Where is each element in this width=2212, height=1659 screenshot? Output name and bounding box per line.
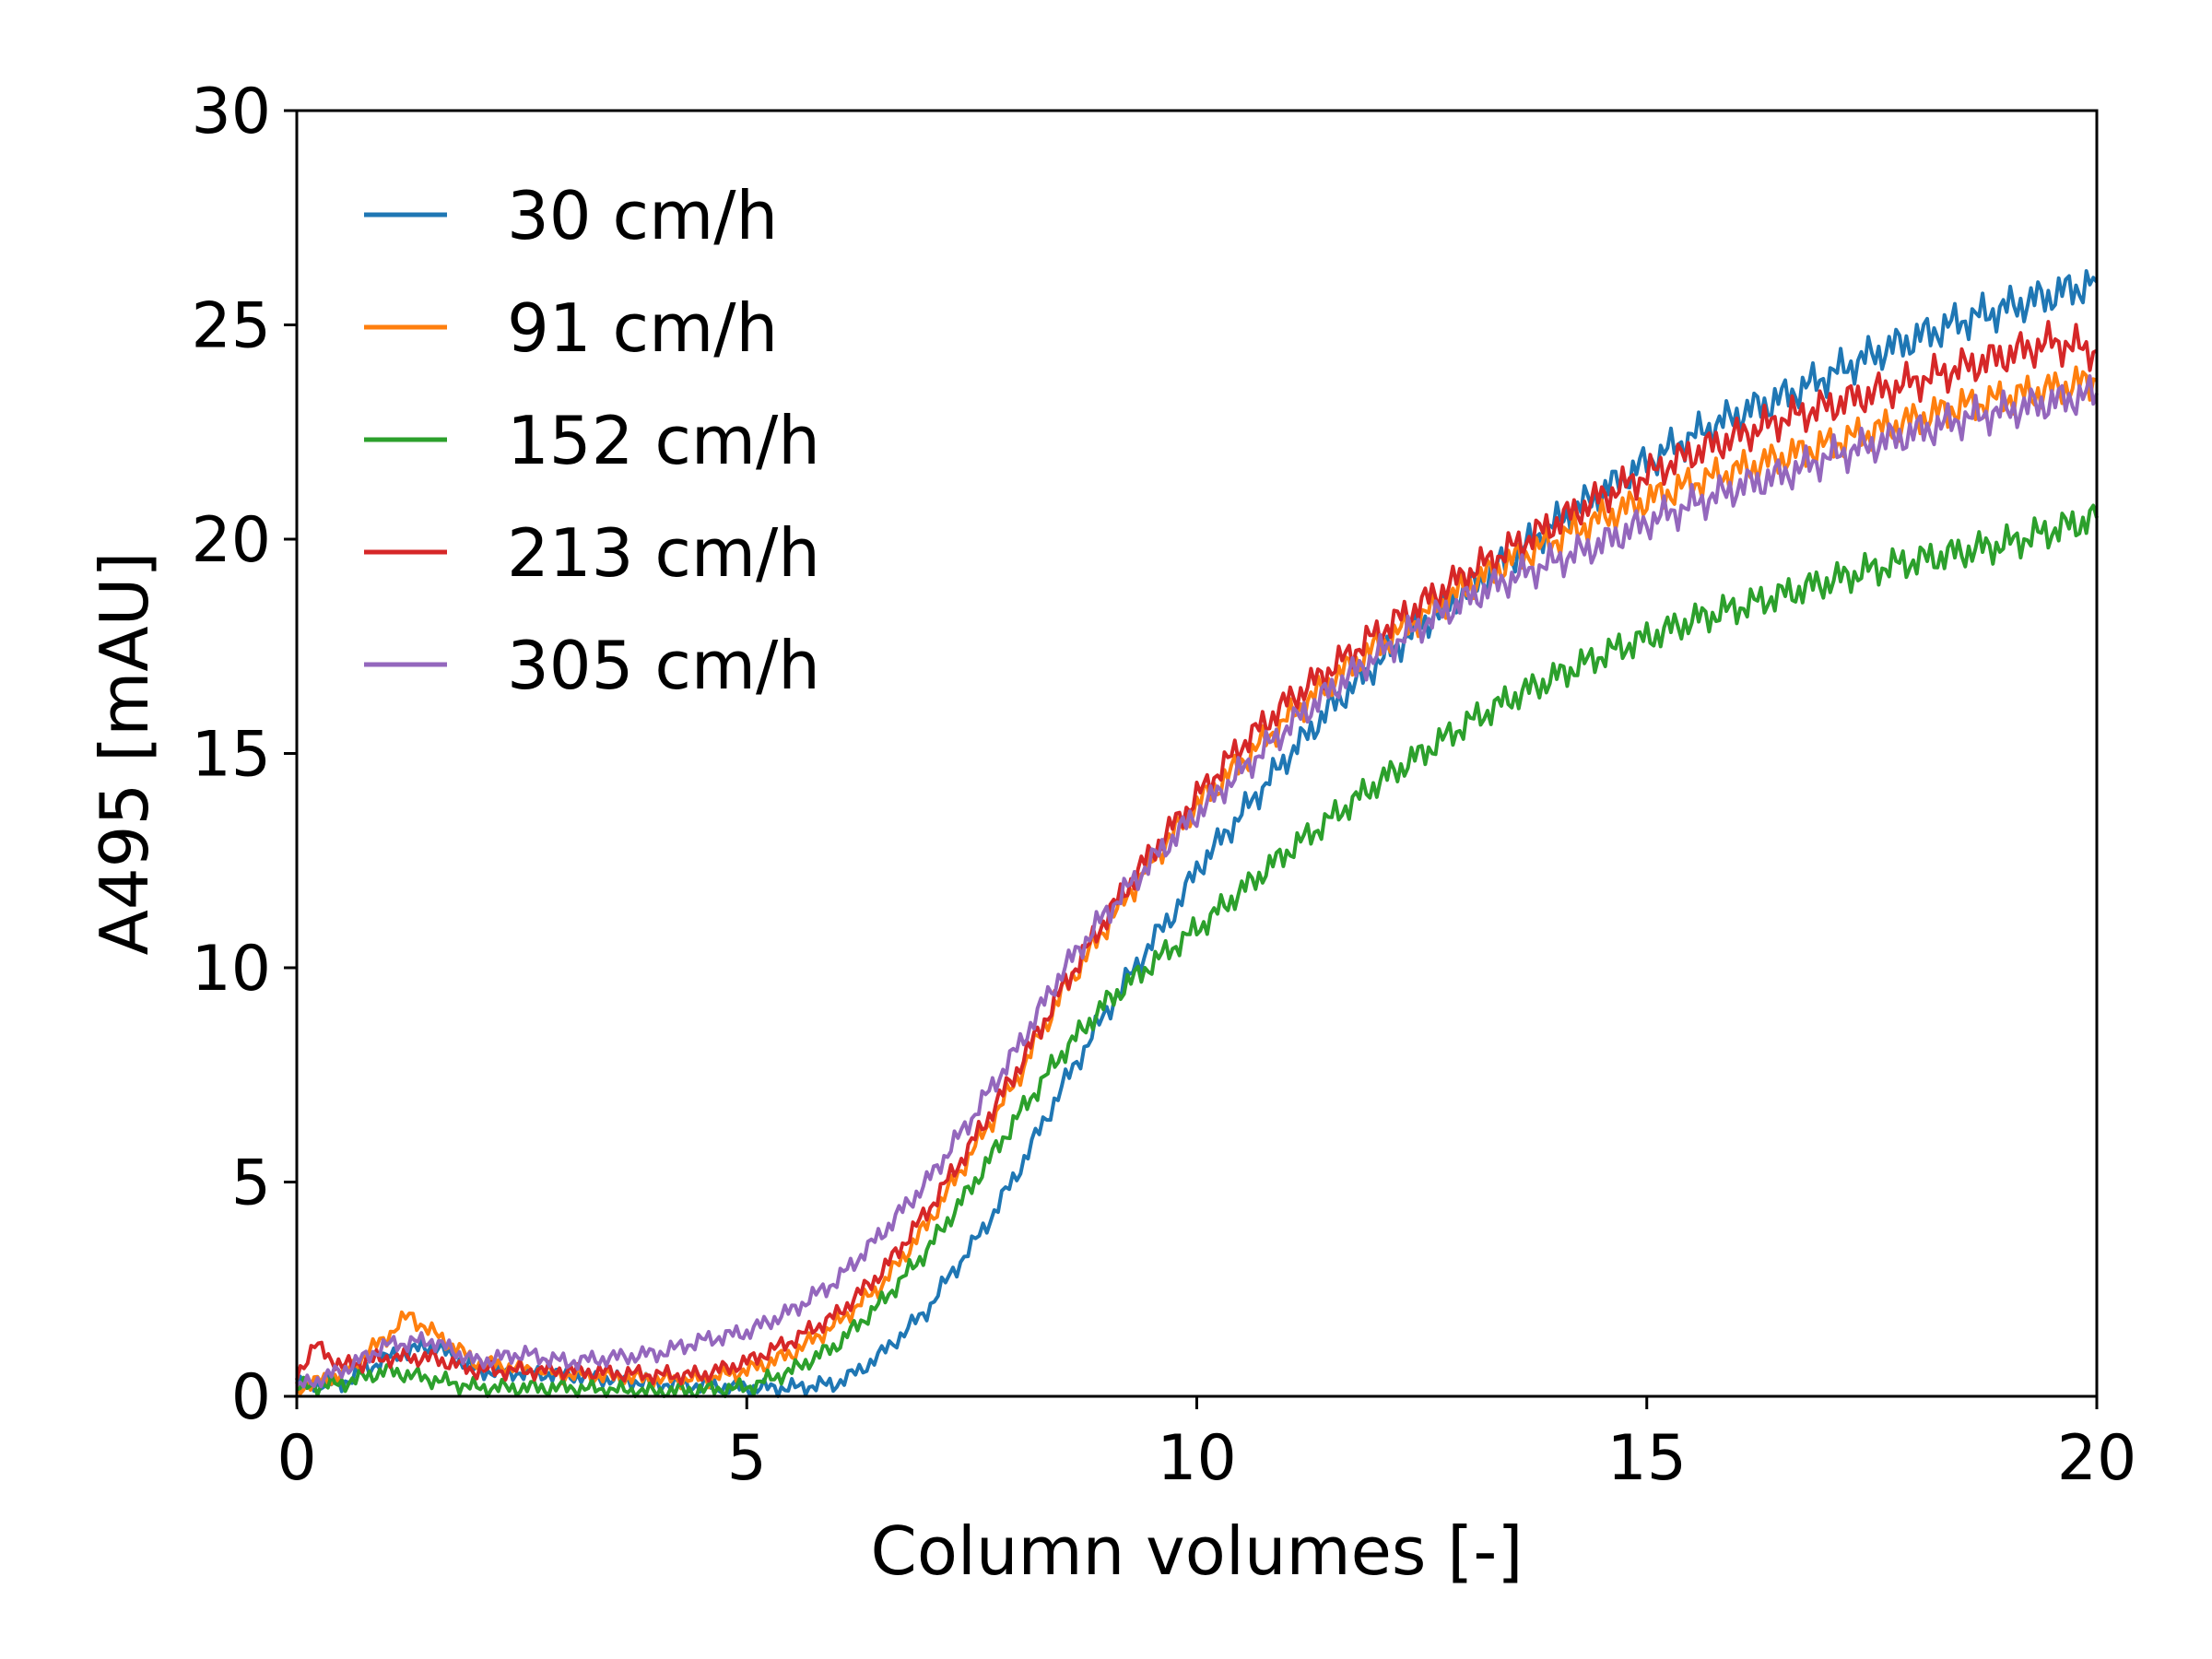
y-tick-label-0: 0 <box>231 1361 271 1434</box>
legend-label-1: 30 cm/h <box>507 177 778 254</box>
legend: 30 cm/h 91 cm/h 152 cm/h 213 cm/h 305 cm/h <box>364 177 820 704</box>
series-line-5 <box>295 374 2099 1389</box>
series-line-4 <box>295 320 2098 1386</box>
x-tick-label-4: 20 <box>2057 1422 2137 1495</box>
y-tick-label-6: 30 <box>191 76 271 148</box>
x-tick-label-3: 15 <box>1606 1422 1687 1495</box>
series-layer <box>295 269 2099 1398</box>
y-tick-label-5: 25 <box>191 290 271 363</box>
y-tick-label-2: 10 <box>191 933 271 1006</box>
y-axis-label: A495 [mAU] <box>86 552 163 956</box>
y-tick-label-4: 20 <box>191 504 271 577</box>
x-axis-label: Column volumes [-] <box>871 1512 1524 1590</box>
x-tick-label-0: 0 <box>276 1422 316 1495</box>
x-tick-label-1: 5 <box>727 1422 767 1495</box>
legend-label-3: 152 cm/h <box>507 402 820 479</box>
y-tick-label-3: 15 <box>191 719 271 792</box>
axis-ticks: 0 5 10 15 20 0 5 10 15 20 25 30 <box>191 76 2136 1495</box>
legend-label-4: 213 cm/h <box>507 514 820 592</box>
legend-label-2: 91 cm/h <box>507 289 778 367</box>
series-line-2 <box>295 365 2098 1396</box>
y-tick-label-1: 5 <box>231 1147 271 1220</box>
series-line-3 <box>296 503 2099 1398</box>
legend-label-5: 305 cm/h <box>507 627 820 704</box>
x-tick-label-2: 10 <box>1157 1422 1237 1495</box>
